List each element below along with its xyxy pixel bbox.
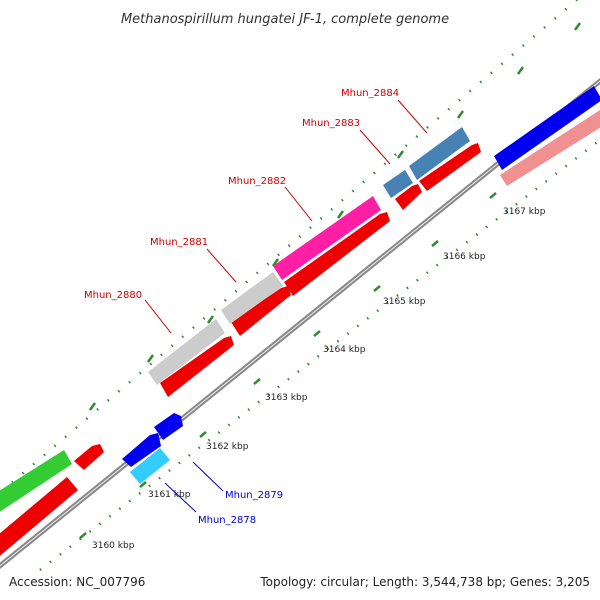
- gene-arrow: [0, 477, 78, 556]
- scale-labels: 3160 kbp 3161 kbp 3162 kbp 3163 kbp 3164…: [92, 207, 546, 551]
- gene-arrow: [231, 286, 291, 336]
- gene-mhun-2879: [122, 433, 161, 467]
- gene-mhun-2883: [383, 170, 413, 198]
- gene-label: Mhun_2883: [302, 118, 360, 129]
- outer-major-ticks: [88, 22, 582, 411]
- gene-arrow: [74, 444, 104, 470]
- gene-label: Mhun_2882: [228, 176, 286, 187]
- gene-mhun-2882: [273, 196, 381, 280]
- gene-label: Mhun_2879: [225, 490, 283, 501]
- scale-label: 3167 kbp: [503, 207, 546, 217]
- gene-mhun-2878: [130, 448, 170, 484]
- major-ticks: [79, 192, 497, 539]
- accession-text: Accession: NC_007796: [9, 575, 145, 589]
- gene-mhun-2884: [409, 127, 470, 180]
- inner-tick-track: [39, 139, 600, 571]
- gene-arrow: [160, 336, 234, 397]
- gene-label: Mhun_2881: [150, 237, 208, 248]
- gene-mhun-2879b: [154, 413, 183, 440]
- scale-label: 3163 kbp: [265, 393, 308, 403]
- map-title: Methanospirillum hungatei JF-1, complete…: [121, 12, 449, 27]
- gene-arrow: [500, 110, 600, 186]
- scale-label: 3166 kbp: [443, 252, 486, 262]
- genome-backbone: [0, 77, 600, 569]
- gene-mhun-2881: [221, 272, 283, 324]
- scale-label: 3165 kbp: [383, 297, 426, 307]
- genome-summary-text: Topology: circular; Length: 3,544,738 bp…: [259, 575, 590, 589]
- genome-backbone-highlight: [0, 80, 600, 567]
- gene-arrow: [419, 143, 481, 191]
- gene-label: Mhun_2880: [84, 290, 142, 301]
- scale-label: 3161 kbp: [148, 490, 191, 500]
- gene-mhun-2880: [148, 319, 225, 385]
- unlabeled-genes: [0, 86, 600, 556]
- gene-arrow: [0, 450, 72, 512]
- gene-arrow: [494, 86, 600, 170]
- scale-label: 3164 kbp: [323, 345, 366, 355]
- label-leaders: [144, 99, 428, 513]
- gene-arrow: [284, 212, 390, 296]
- scale-label: 3162 kbp: [206, 442, 249, 452]
- gene-labels: Mhun_2878 Mhun_2879 Mhun_2880 Mhun_2881 …: [84, 88, 399, 526]
- gene-label: Mhun_2878: [198, 515, 256, 526]
- scale-label: 3160 kbp: [92, 541, 135, 551]
- labeled-genes: [122, 127, 470, 484]
- gene-label: Mhun_2884: [341, 88, 399, 99]
- gene-arrow: [395, 184, 422, 210]
